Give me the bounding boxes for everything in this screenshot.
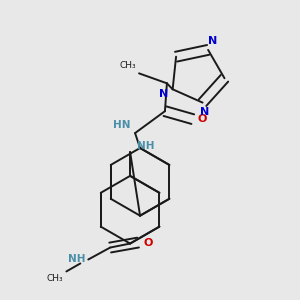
Text: O: O bbox=[143, 238, 152, 248]
Text: O: O bbox=[198, 114, 207, 124]
Text: N: N bbox=[208, 36, 217, 46]
Text: HN: HN bbox=[112, 120, 130, 130]
Text: NH: NH bbox=[137, 140, 154, 151]
Text: N: N bbox=[159, 89, 169, 99]
Text: CH₃: CH₃ bbox=[119, 61, 136, 70]
Text: CH₃: CH₃ bbox=[47, 274, 63, 284]
Text: NH: NH bbox=[68, 254, 85, 265]
Text: N: N bbox=[200, 107, 209, 117]
